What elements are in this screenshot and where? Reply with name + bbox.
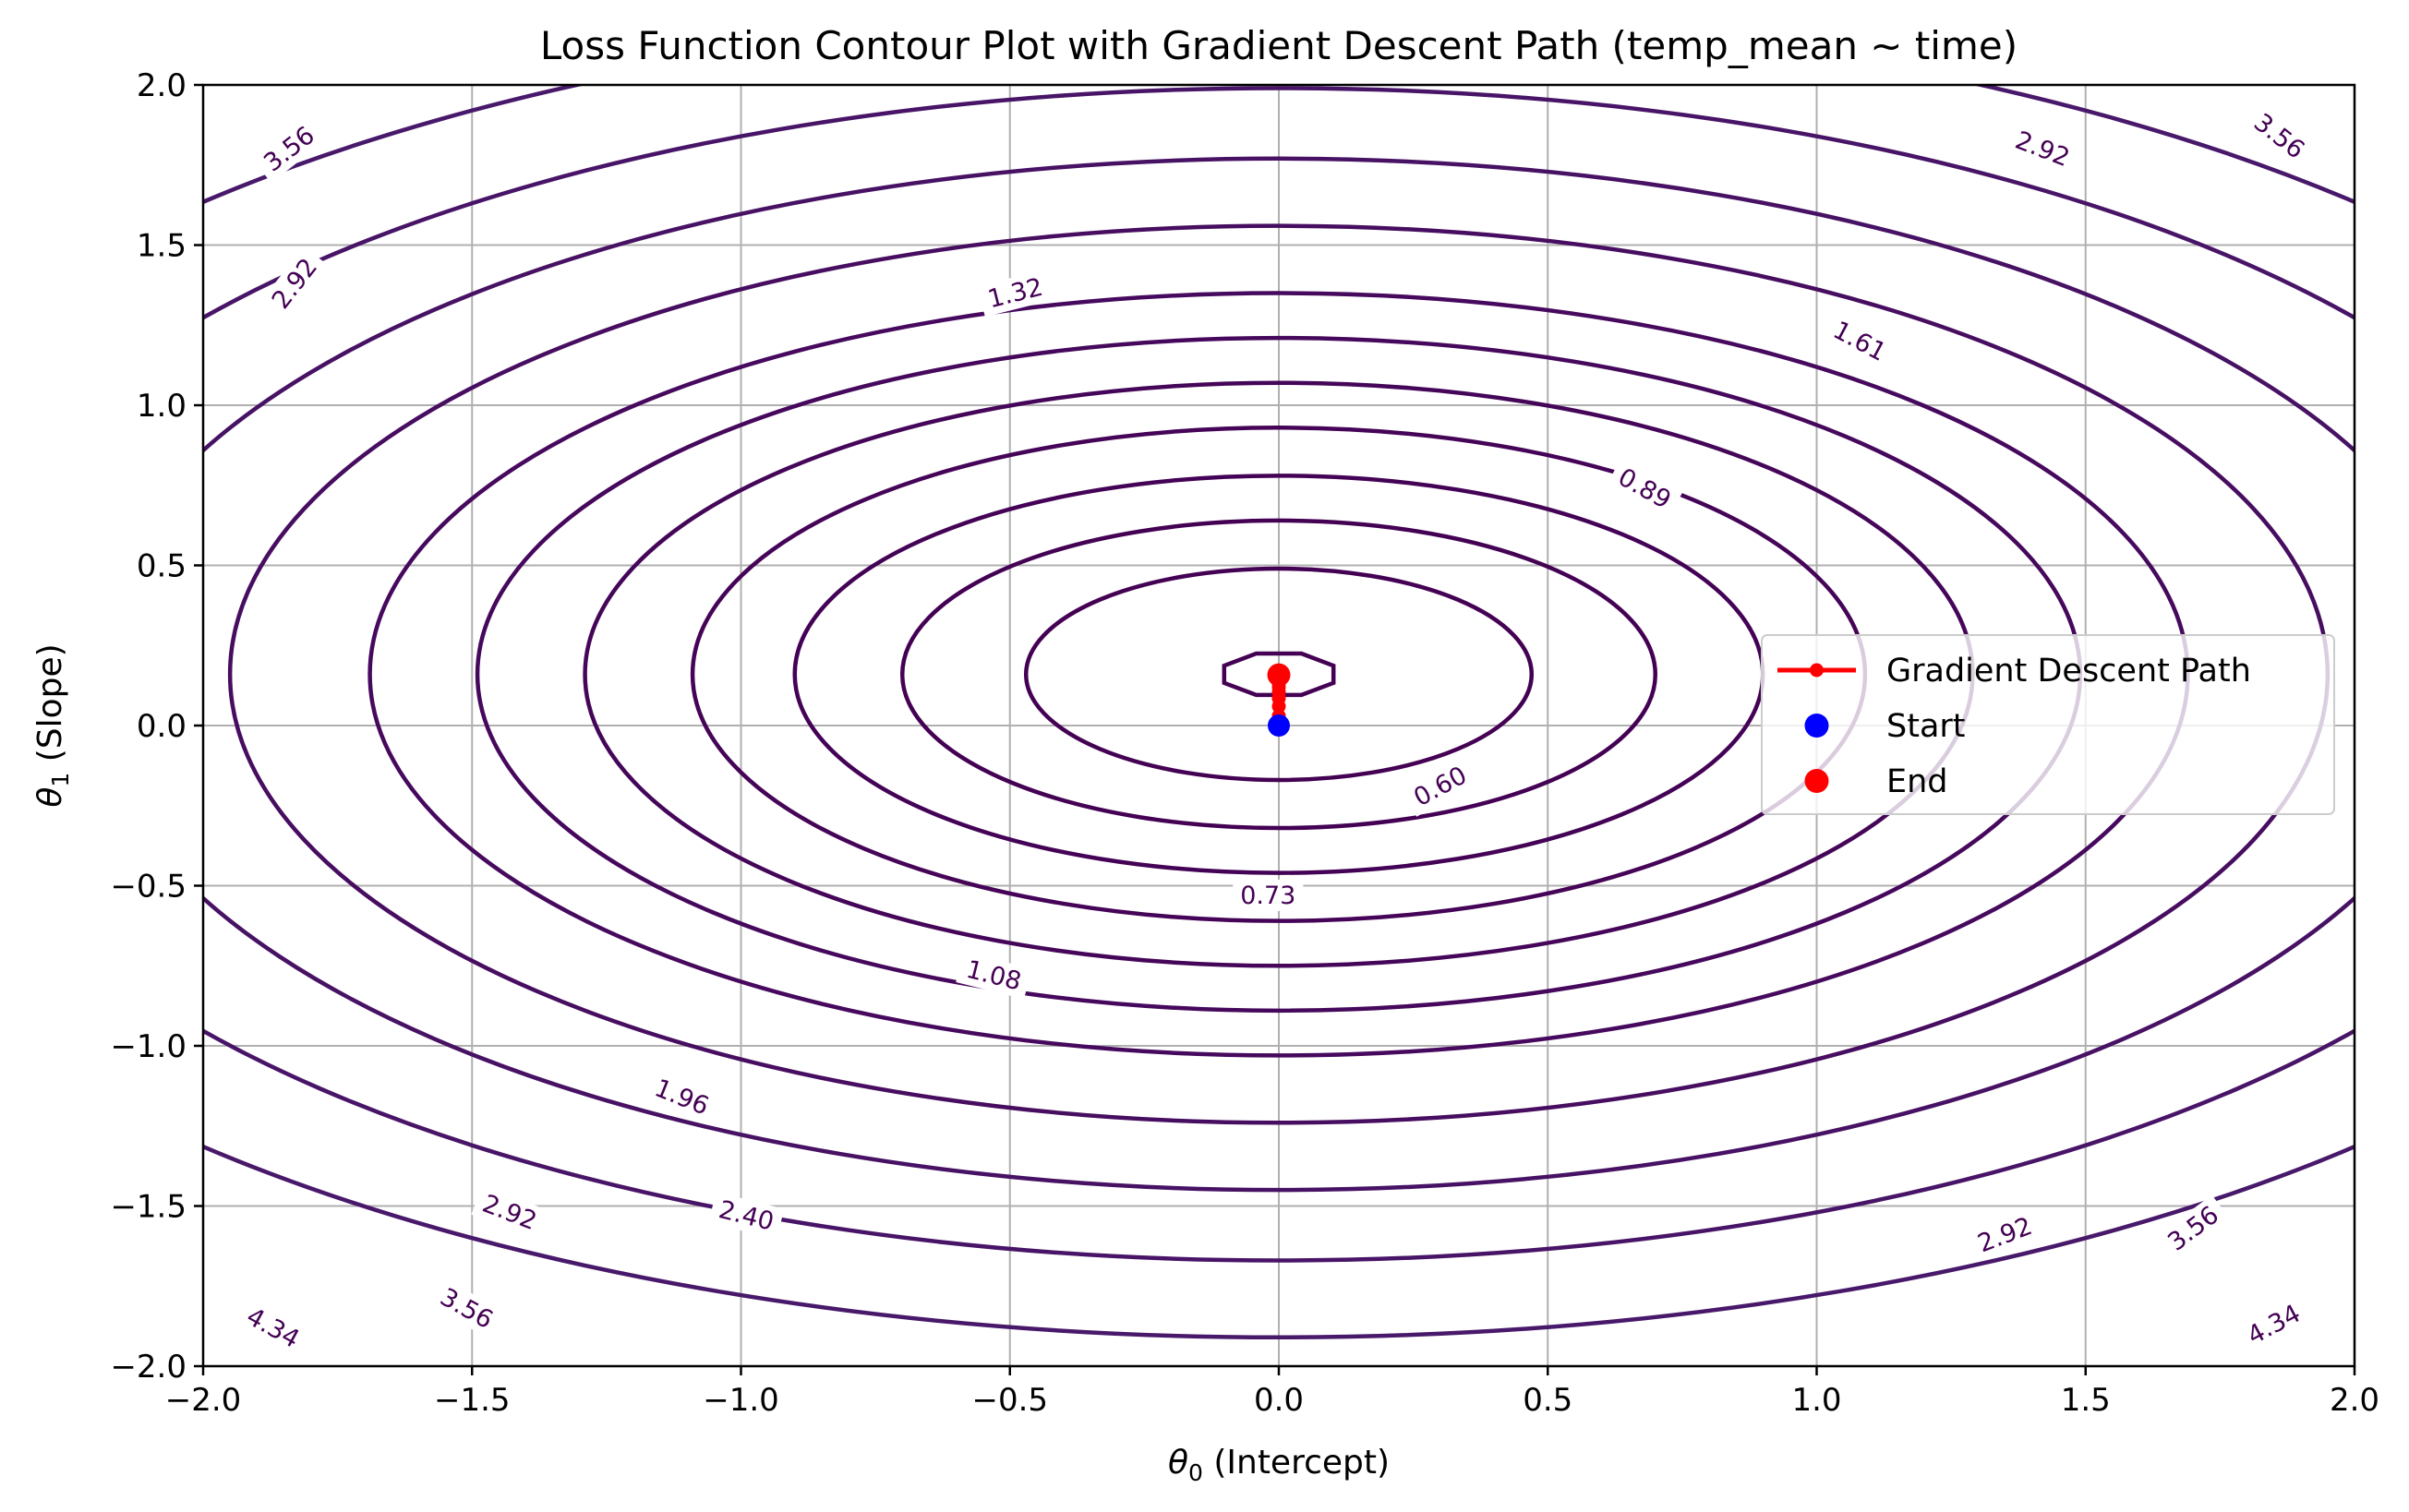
contour-label-gap (1821, 310, 1898, 372)
x-axis-ticks: −2.0 −1.5 −1.0 −0.5 0.0 0.5 1.0 1.5 2.0 (165, 1366, 2379, 1419)
y-tick-label: 0.5 (137, 548, 187, 585)
contour-label: 2.40 (708, 1192, 785, 1240)
contour-label-gap (471, 1184, 548, 1240)
x-tick-label: 0.5 (1523, 1382, 1572, 1419)
gradient-descent-path (1267, 663, 1291, 737)
legend-label: Start (1886, 708, 1966, 745)
contour-label-text: 1.08 (963, 955, 1024, 997)
y-tick-label: −0.5 (110, 869, 187, 906)
y-tick-label: 0.0 (137, 708, 187, 745)
contour-label-text: 2.40 (716, 1195, 777, 1237)
contour-line (203, 86, 2355, 1263)
contour-label-text: 0.73 (1240, 882, 1295, 910)
legend-marker-gradient (1810, 663, 1824, 678)
contour-label-gap (708, 1192, 785, 1240)
contour-line (203, 85, 2355, 1339)
contour-label-gap (643, 1069, 721, 1125)
contour-label-gap (2155, 1194, 2231, 1263)
contour-line (1023, 566, 1535, 783)
contour-line (1222, 651, 1336, 698)
legend-label: End (1886, 763, 1948, 800)
x-tick-label: −0.5 (971, 1382, 1048, 1419)
y-tick-label: −1.5 (110, 1189, 187, 1226)
contour-label-gap (2004, 121, 2081, 176)
contour-label: 1.08 (956, 952, 1032, 1000)
contour-label-gap (1606, 457, 1683, 520)
contour-label: 2.92 (471, 1184, 548, 1240)
contour-line (900, 518, 1657, 831)
y-tick-label: 1.5 (137, 228, 187, 265)
y-axis-ticks: −2.0 −1.5 −1.0 −0.5 0.0 0.5 1.0 1.5 2.0 (110, 67, 203, 1386)
x-tick-label: 1.0 (1791, 1382, 1841, 1419)
contour-label-gap (2242, 102, 2317, 171)
contour-label: 1.61 (1821, 310, 1898, 372)
contour-label: 4.34 (235, 1297, 312, 1359)
y-tick-label: 2.0 (137, 67, 187, 104)
x-tick-label: 0.0 (1254, 1382, 1304, 1419)
contour-label-gap (251, 114, 327, 184)
y-tick-label: 1.0 (137, 388, 187, 425)
legend-marker-start (1804, 714, 1829, 738)
contour-label: 1.96 (643, 1069, 721, 1125)
contour-label: 3.56 (251, 114, 327, 184)
contour-label: 2.92 (2004, 121, 2081, 176)
x-axis-label: θ0 (Intercept) (1168, 1444, 1390, 1486)
contour-label: 3.56 (428, 1278, 505, 1339)
x-tick-label: 2.0 (2330, 1382, 2379, 1419)
contour-label-gap (260, 246, 329, 321)
contour-label: 3.56 (2242, 102, 2317, 171)
legend-marker-end (1804, 769, 1829, 793)
contour-label-gap (1402, 756, 1479, 817)
contour-line (203, 156, 2355, 1193)
x-tick-label: −2.0 (165, 1382, 242, 1419)
end-marker (1267, 663, 1291, 687)
contour-labels: 0.600.730.891.081.321.611.962.402.922.92… (235, 102, 2317, 1359)
y-tick-label: −1.0 (110, 1028, 187, 1065)
contour-label-gap (428, 1278, 505, 1339)
y-tick-label: −2.0 (110, 1349, 187, 1386)
contour-label-gap (2235, 1294, 2313, 1355)
legend-box (1761, 634, 2335, 815)
contour-label-gap (977, 269, 1054, 318)
x-tick-label: 1.5 (2061, 1382, 2111, 1419)
contour-label-gap (956, 952, 1032, 1000)
x-tick-label: −1.5 (434, 1382, 511, 1419)
contour-label: 0.89 (1606, 457, 1683, 520)
chart-title: Loss Function Contour Plot with Gradient… (540, 23, 2018, 68)
x-tick-label: −1.0 (703, 1382, 779, 1419)
contour-label-gap (235, 1297, 312, 1359)
legend: Gradient Descent Path Start End (1761, 634, 2335, 815)
contour-label-gap (1966, 1207, 2043, 1263)
start-marker (1268, 714, 1290, 737)
y-axis-label: θ1 (Slope) (31, 643, 74, 807)
contour-label: 4.34 (2235, 1294, 2313, 1355)
contour-label: 0.73 (1233, 879, 1304, 911)
contour-label-gap (1233, 879, 1304, 911)
legend-label: Gradient Descent Path (1886, 653, 2251, 690)
